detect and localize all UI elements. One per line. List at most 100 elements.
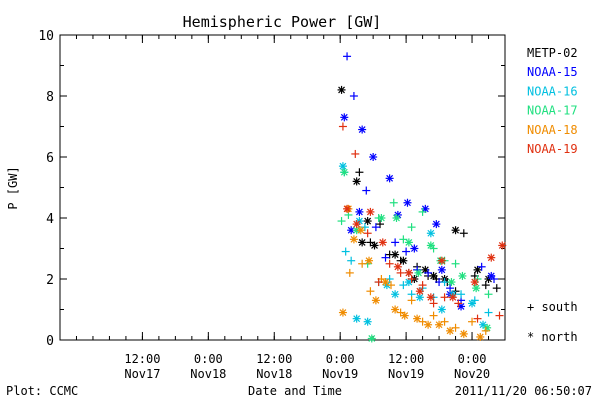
metp-02-south-point bbox=[481, 281, 490, 290]
noaa-15-south-point bbox=[371, 223, 380, 232]
noaa-15-south-point bbox=[343, 52, 352, 61]
plot-frame bbox=[59, 34, 506, 341]
star-stroke bbox=[435, 321, 443, 329]
metp-02-north-point bbox=[337, 85, 346, 94]
y-tick-label: 8 bbox=[46, 90, 54, 105]
x-tick-label-date: Nov19 bbox=[322, 367, 358, 381]
noaa-15-south-point bbox=[381, 253, 390, 262]
star-stroke bbox=[416, 293, 424, 301]
footer-source: Plot: CCMC bbox=[6, 384, 78, 398]
x-tick-label-date: Nov20 bbox=[454, 367, 490, 381]
star-stroke bbox=[364, 217, 372, 225]
star-stroke bbox=[452, 226, 459, 234]
noaa-16-south-point bbox=[341, 247, 350, 256]
x-tick-label-date: Nov17 bbox=[124, 367, 160, 381]
star-stroke bbox=[372, 296, 380, 304]
noaa-19-north-point bbox=[470, 278, 479, 287]
star-stroke bbox=[405, 278, 413, 286]
star-stroke bbox=[458, 272, 466, 280]
noaa-18-north-point bbox=[413, 314, 422, 323]
noaa-19-north-point bbox=[415, 287, 424, 296]
noaa-18-north-point bbox=[381, 278, 390, 287]
chart-title: Hemispheric Power [GW] bbox=[183, 13, 382, 31]
noaa-16-south-point bbox=[457, 290, 466, 299]
star-stroke bbox=[338, 86, 345, 94]
x-tick-label-time: 12:00 bbox=[256, 352, 292, 366]
metp-02-south-point bbox=[492, 284, 501, 293]
noaa-18-south-point bbox=[345, 268, 354, 277]
noaa-18-north-point bbox=[356, 226, 365, 235]
star-stroke bbox=[483, 324, 491, 332]
noaa-19-south-point bbox=[351, 149, 360, 158]
noaa-15-north-point bbox=[340, 113, 349, 122]
noaa-16-north-point bbox=[415, 293, 424, 302]
x-tick-label-time: 12:00 bbox=[388, 352, 424, 366]
noaa-17-north-point bbox=[340, 168, 349, 177]
legend-entry-noaa-15: NOAA-15 bbox=[527, 65, 578, 79]
noaa-17-north-point bbox=[458, 271, 467, 280]
noaa-19-north-point bbox=[352, 220, 361, 229]
star-stroke bbox=[358, 238, 366, 246]
noaa-15-north-point bbox=[432, 220, 441, 229]
y-tick-label: 0 bbox=[46, 334, 54, 349]
noaa-16-south-point bbox=[484, 308, 493, 317]
metp-02-north-point bbox=[363, 217, 372, 226]
star-stroke bbox=[399, 257, 407, 265]
x-tick-label-time: 0:00 bbox=[194, 352, 223, 366]
star-stroke bbox=[448, 278, 455, 286]
star-stroke bbox=[339, 309, 347, 316]
noaa-18-north-point bbox=[476, 332, 485, 341]
noaa-15-north-point bbox=[358, 125, 367, 134]
noaa-17-south-point bbox=[418, 207, 427, 216]
noaa-15-north-point bbox=[355, 207, 364, 216]
star-stroke bbox=[340, 113, 348, 121]
star-stroke bbox=[476, 333, 484, 341]
noaa-18-south-point bbox=[407, 296, 416, 305]
noaa-16-south-point bbox=[440, 278, 449, 287]
noaa-18-south-point bbox=[429, 311, 438, 320]
noaa-17-north-point bbox=[426, 241, 435, 250]
symbol-legend: + south * north bbox=[527, 300, 578, 344]
star-stroke bbox=[391, 251, 399, 259]
legend-entry-noaa-18: NOAA-18 bbox=[527, 123, 578, 137]
noaa-18-south-point bbox=[468, 317, 477, 326]
noaa-19-south-point bbox=[338, 122, 347, 131]
noaa-15-north-point bbox=[403, 198, 412, 207]
star-stroke bbox=[353, 315, 361, 323]
noaa-15-south-point bbox=[402, 247, 411, 256]
star-stroke bbox=[468, 299, 476, 307]
noaa-19-north-point bbox=[426, 293, 435, 302]
noaa-17-south-point bbox=[484, 290, 493, 299]
star-stroke bbox=[339, 162, 347, 170]
star-stroke bbox=[430, 272, 438, 280]
star-stroke bbox=[386, 174, 394, 182]
y-axis: 0 2 4 6 8 10 bbox=[38, 29, 505, 349]
noaa-17-north-point bbox=[472, 284, 481, 293]
star-stroke bbox=[415, 269, 422, 277]
noaa-15-north-point bbox=[437, 265, 446, 274]
noaa-18-south-point bbox=[481, 326, 490, 335]
noaa-16-south-point bbox=[360, 223, 369, 232]
noaa-17-north-point bbox=[377, 214, 386, 222]
noaa-18-north-point bbox=[365, 256, 374, 265]
noaa-17-south-point bbox=[337, 217, 346, 226]
footer-timestamp: 2011/11/20 06:50:07 bbox=[455, 384, 592, 398]
star-stroke bbox=[405, 238, 413, 246]
star-stroke bbox=[427, 229, 435, 237]
y-tick-label: 2 bbox=[46, 273, 54, 288]
noaa-19-north-point bbox=[378, 238, 387, 247]
star-stroke bbox=[368, 335, 376, 342]
star-stroke bbox=[438, 257, 446, 265]
metp-02-north-point bbox=[370, 241, 379, 250]
noaa-19-south-point bbox=[495, 311, 504, 320]
star-stroke bbox=[457, 303, 465, 310]
star-stroke bbox=[421, 266, 429, 274]
noaa-16-north-point bbox=[479, 320, 488, 329]
metp-02-south-point bbox=[459, 229, 468, 238]
metp-02-north-point bbox=[473, 265, 482, 274]
metp-02-north-point bbox=[358, 238, 367, 247]
star-stroke bbox=[353, 177, 361, 185]
star-stroke bbox=[498, 242, 506, 249]
legend-entry-metp-02: METP-02 bbox=[527, 46, 578, 60]
noaa-17-north-point bbox=[392, 214, 401, 222]
